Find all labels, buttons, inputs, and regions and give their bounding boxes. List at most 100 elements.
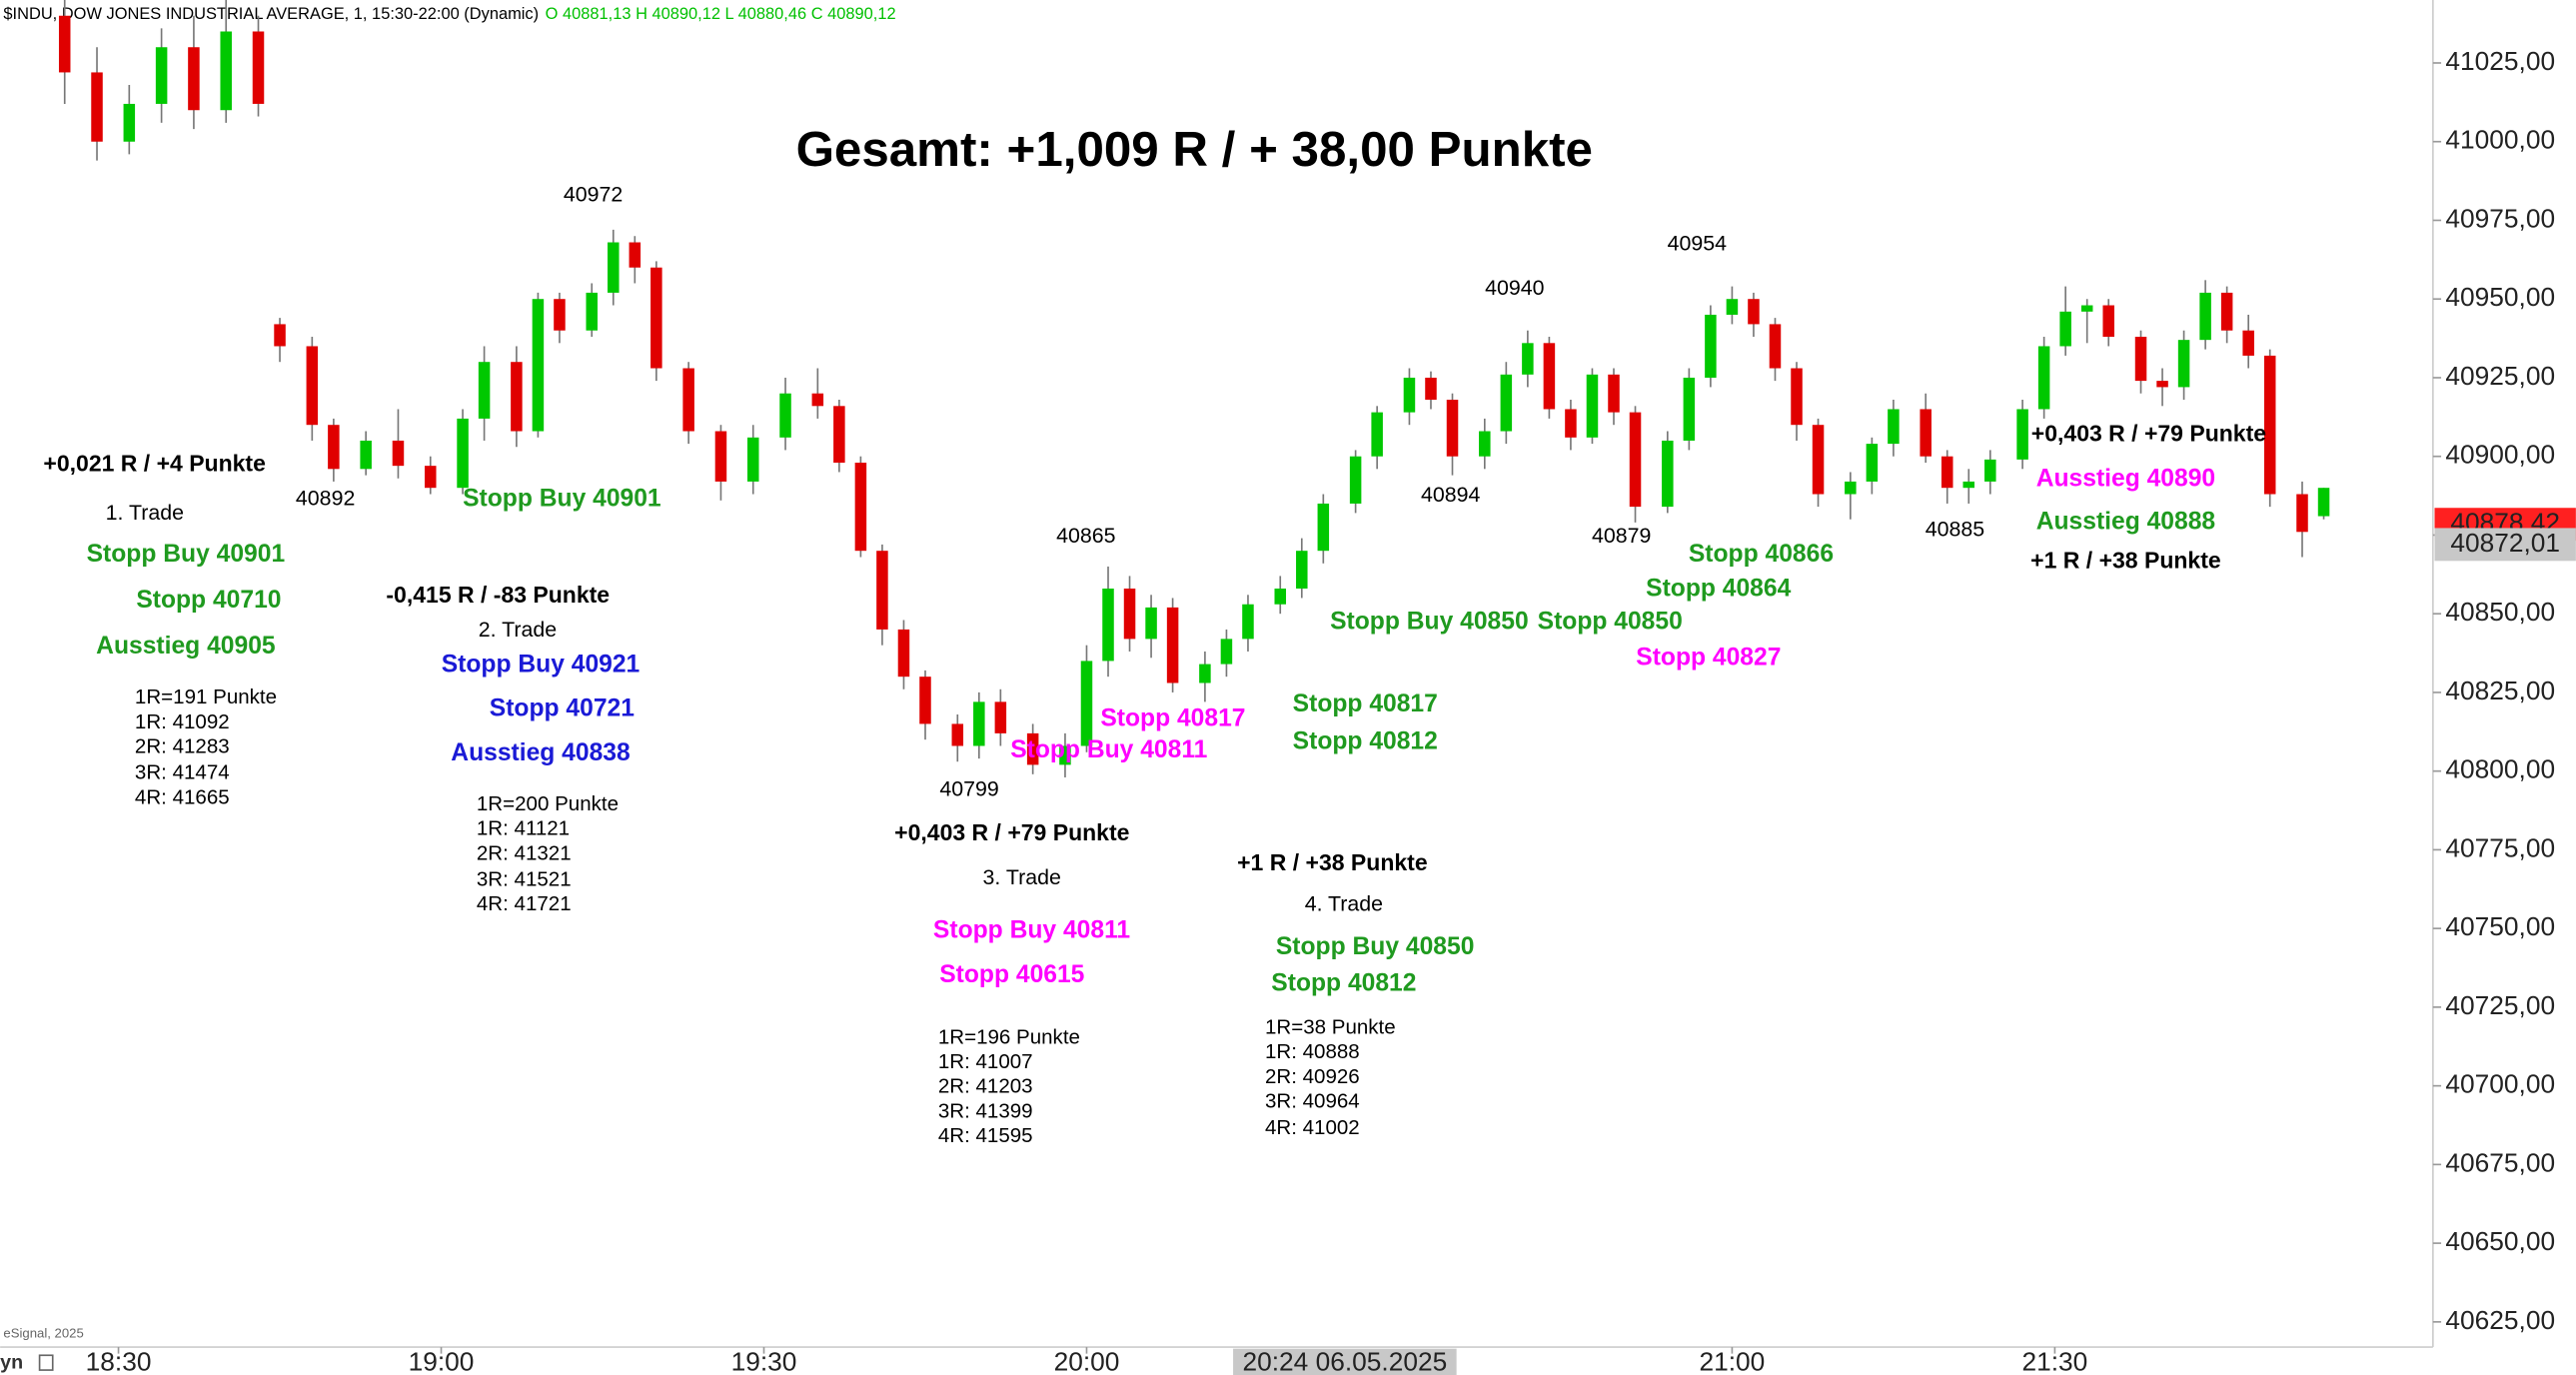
candle-body: [854, 462, 867, 552]
annotation: 1R=191 Punkte: [135, 686, 277, 708]
candle-body: [1425, 377, 1437, 401]
candle-body: [1220, 639, 1233, 665]
annotation: 2R: 40926: [1265, 1065, 1360, 1088]
candle-body: [1791, 368, 1803, 426]
candle-body: [306, 346, 319, 426]
annotation: 1R=200 Punkte: [477, 792, 619, 815]
annotation: Stopp Buy 40901: [463, 485, 661, 512]
y-tick-label: 40675,00: [2445, 1147, 2555, 1177]
annotation: 1R: 41121: [477, 817, 570, 840]
candle-body: [2317, 488, 2330, 517]
annotation: Stopp 40817: [1100, 705, 1245, 732]
candle-body: [1812, 425, 1825, 495]
candle-body: [1984, 459, 1996, 482]
candle-body: [1080, 661, 1093, 746]
candle-body: [876, 551, 888, 630]
candle-body: [2199, 292, 2211, 341]
candle-body: [1242, 604, 1254, 640]
annotation: 4. Trade: [1305, 891, 1383, 915]
candle-body: [1102, 588, 1114, 662]
annotation: Stopp 40710: [136, 587, 281, 614]
candle-body: [123, 103, 136, 142]
header-ohlc: O 40881,13 H 40890,12 L 40880,46 C 40890…: [546, 5, 896, 23]
annotation: Ausstieg 40905: [96, 633, 276, 660]
y-tick-label: 40625,00: [2445, 1305, 2555, 1335]
lock-icon: [38, 1354, 54, 1371]
annotation: 3. Trade: [982, 865, 1060, 889]
candle-body: [1296, 551, 1308, 589]
annotation: Stopp 40866: [1689, 541, 1834, 568]
annotation: Ausstieg 40888: [2036, 508, 2215, 535]
candle-body: [220, 31, 232, 111]
annotation: Stopp Buy 40811: [1010, 736, 1207, 763]
annotation: 3R: 41399: [938, 1099, 1033, 1122]
candle-body: [1866, 444, 1879, 482]
candle-body: [833, 406, 845, 463]
annotation: 4R: 41665: [135, 785, 230, 808]
annotation: 3R: 40964: [1265, 1090, 1360, 1113]
annotation: 3R: 41474: [135, 761, 230, 784]
candle-body: [1026, 732, 1039, 765]
annotation: Stopp 40615: [939, 961, 1084, 988]
annotation: 2R: 41203: [938, 1075, 1033, 1098]
candle-body: [360, 440, 372, 470]
annotation: 1R: 40888: [1265, 1040, 1360, 1063]
candle-body: [650, 267, 662, 369]
candle-body: [682, 368, 694, 432]
annotation: 40894: [1421, 483, 1481, 507]
annotation: Stopp 40864: [1646, 576, 1791, 603]
candle-body: [2016, 409, 2028, 460]
candle-body: [608, 242, 620, 293]
candle-body: [1522, 343, 1534, 375]
candle-body: [478, 362, 491, 419]
candle-body: [1940, 456, 1953, 489]
annotation: 40885: [1926, 518, 1984, 542]
candle-body: [1317, 503, 1330, 552]
annotation: +1 R / +38 Punkte: [1237, 849, 1427, 875]
annotation: +0,403 R / +79 Punkte: [894, 819, 1129, 845]
annotation: Stopp 40817: [1293, 690, 1438, 717]
y-tick-label: 40900,00: [2445, 440, 2555, 470]
candle-body: [714, 431, 727, 482]
y-tick-label: 40650,00: [2445, 1226, 2555, 1256]
candle-body: [425, 466, 437, 489]
x-tick-label: 19:00: [409, 1346, 475, 1375]
candle-body: [586, 292, 599, 331]
candle-body: [1543, 343, 1556, 410]
annotation: Stopp Buy 40850: [1276, 933, 1475, 960]
annotation: 4R: 41595: [938, 1124, 1033, 1147]
price-label-box: [2434, 528, 2576, 562]
candle-body: [554, 299, 566, 331]
y-tick-label: 41025,00: [2445, 46, 2555, 76]
candle-body: [811, 393, 824, 407]
candle-body: [2296, 494, 2308, 533]
candle-body: [1586, 374, 1599, 438]
candle-body: [1059, 745, 1071, 765]
x-tick-label: 19:30: [731, 1346, 797, 1375]
candle-body: [1683, 377, 1696, 441]
annotation: 4R: 41721: [477, 892, 572, 915]
candle-body: [1920, 409, 1932, 457]
candle-body: [2263, 355, 2276, 495]
candle-body: [2102, 305, 2114, 338]
candle-body: [629, 242, 642, 268]
annotation: Stopp 40812: [1293, 728, 1438, 755]
candle-body: [1962, 481, 1975, 489]
annotation: Stopp Buy 40901: [87, 541, 286, 568]
candle-body: [973, 701, 985, 746]
y-tick-label: 40925,00: [2445, 361, 2555, 391]
candle-body: [2220, 292, 2233, 331]
candle-body: [1748, 299, 1760, 325]
candle-body: [155, 47, 168, 104]
annotation: 1R: 41092: [135, 710, 230, 733]
candle-body: [252, 31, 265, 104]
annotation: 40799: [939, 776, 998, 800]
candle-body: [897, 629, 910, 678]
annotation: 4R: 41002: [1265, 1116, 1360, 1139]
candle-body: [779, 393, 791, 438]
y-tick-label: 40825,00: [2445, 676, 2555, 705]
annotation: +0,403 R / +79 Punkte: [2031, 421, 2266, 447]
annotation: 2. Trade: [479, 618, 557, 642]
y-tick-label: 40800,00: [2445, 754, 2555, 784]
candle-body: [511, 362, 523, 432]
